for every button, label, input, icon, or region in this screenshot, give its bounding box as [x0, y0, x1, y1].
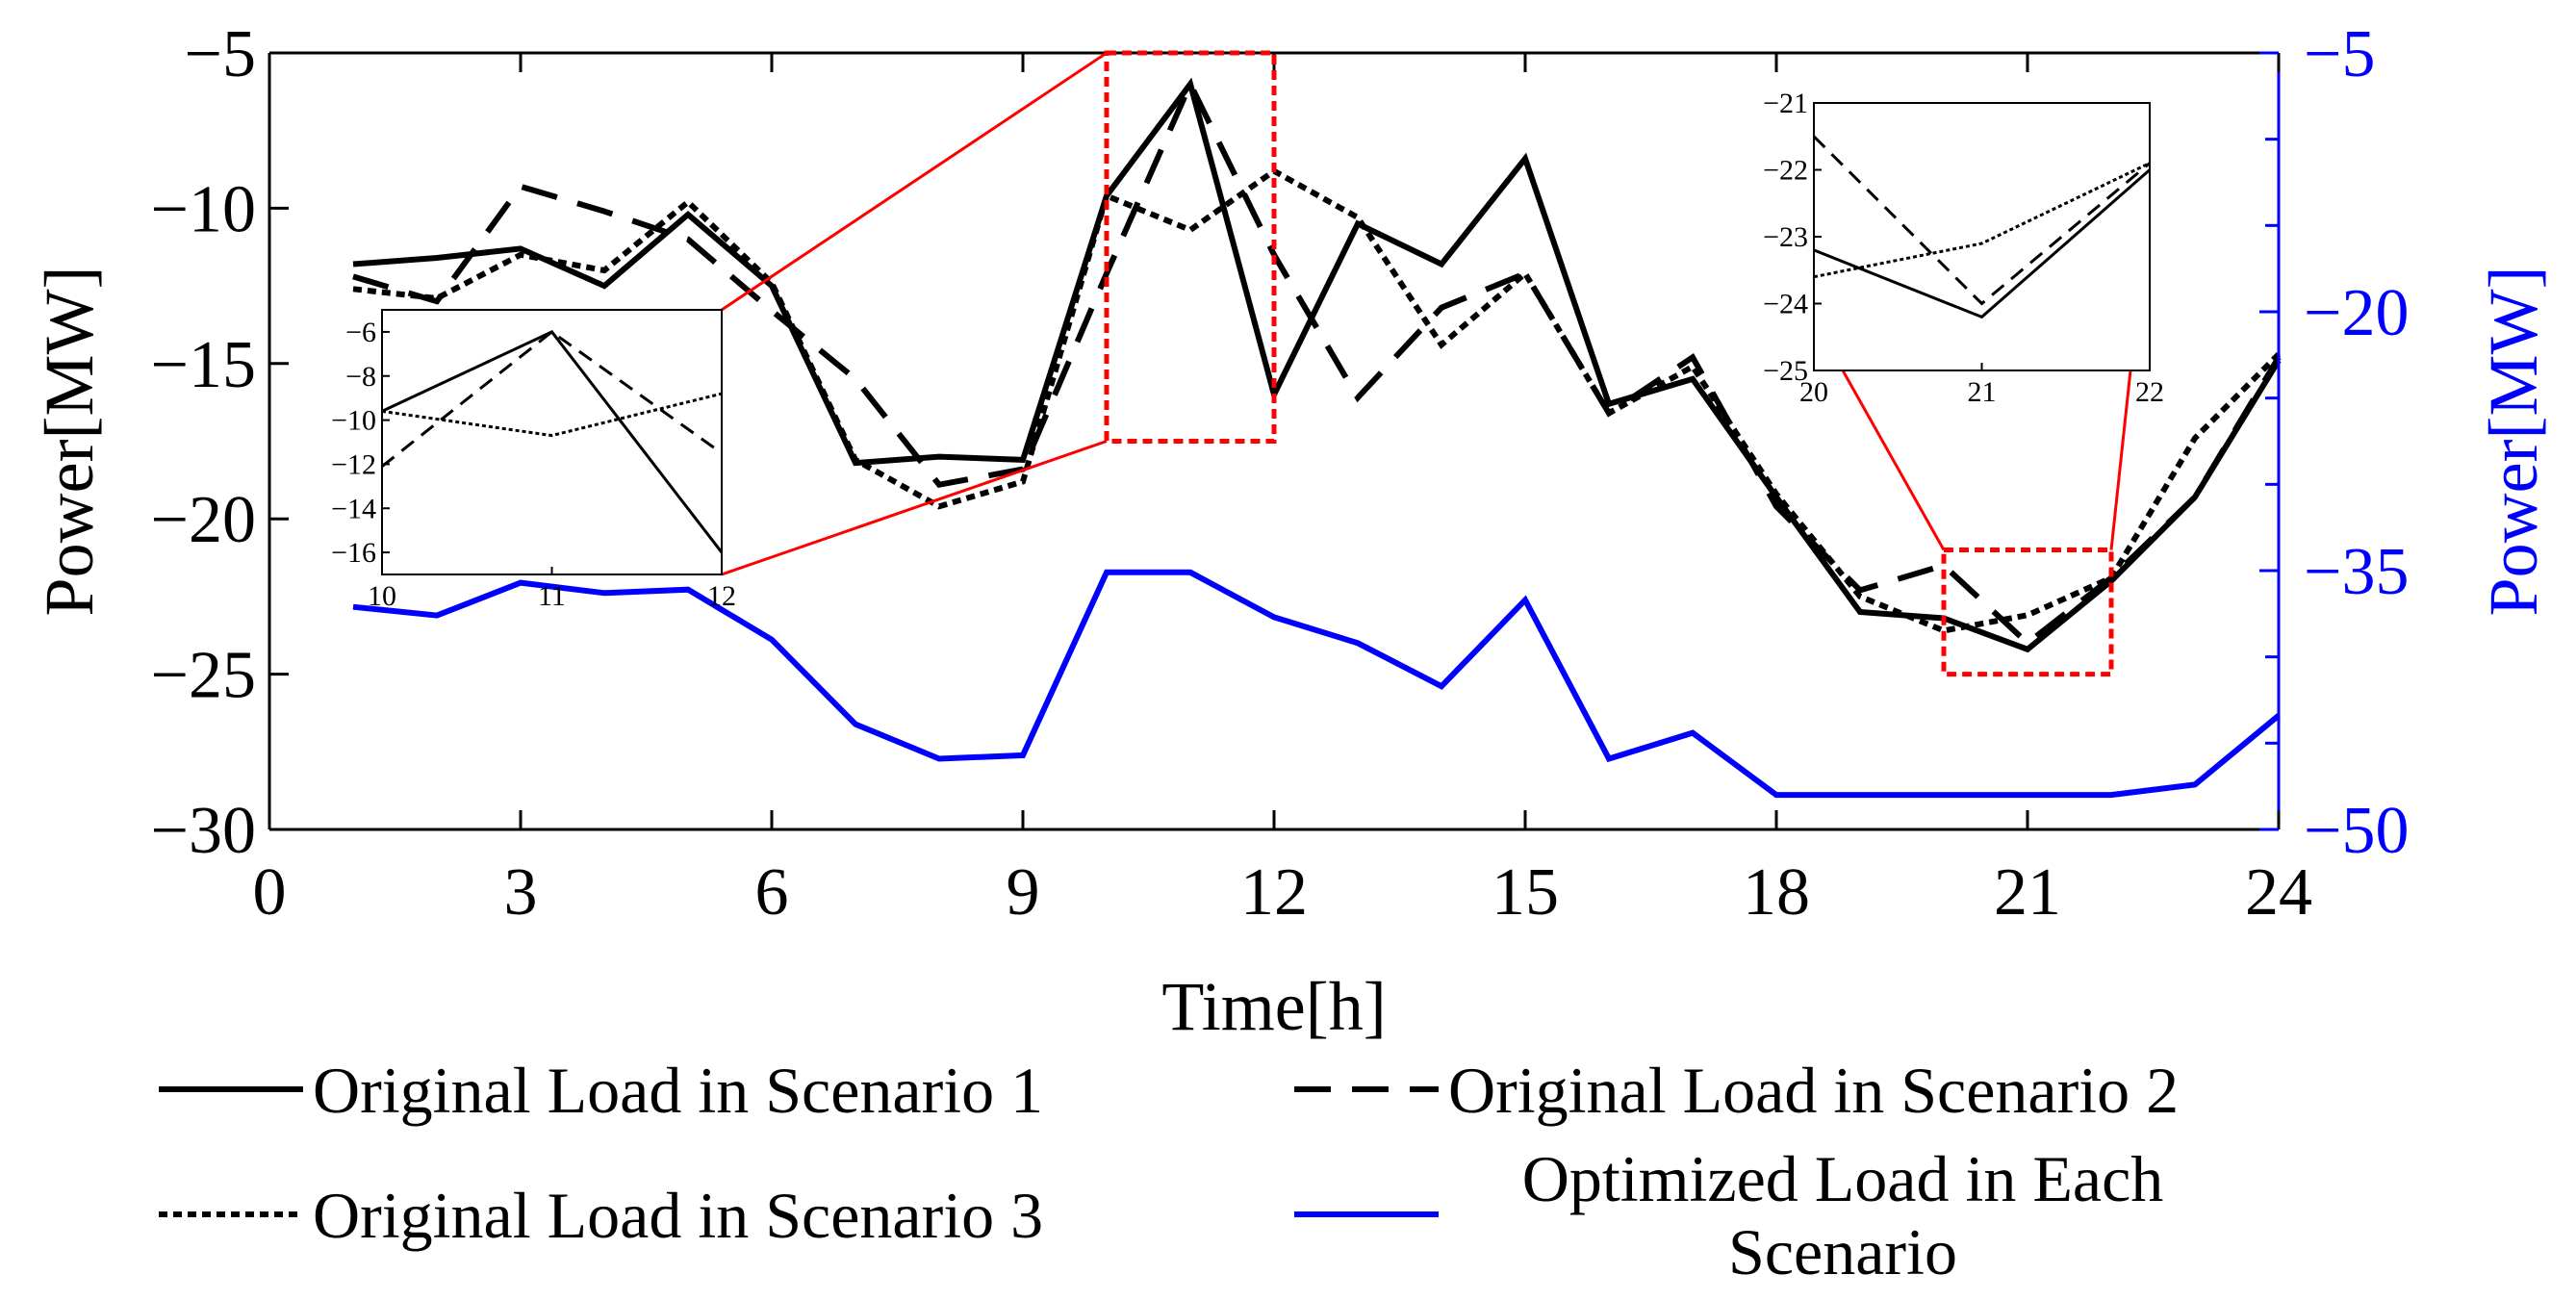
- x-tick-label: 21: [1994, 855, 2061, 930]
- legend-label-3: Original Load in Scenario 3: [313, 1179, 1043, 1252]
- y-left-tick-label: −10: [151, 172, 256, 246]
- zoom-connector: [1841, 370, 1946, 551]
- inset-series-line-3: [381, 392, 723, 438]
- inset-y-tick-label: −24: [1763, 289, 1808, 320]
- legend-label-4-line2: Scenario: [1728, 1215, 1957, 1288]
- inset-2: 20 21 22 −21 −22 −23 −24 −25: [1763, 88, 2164, 408]
- x-tick-label: 12: [1240, 855, 1308, 930]
- zoom-connector: [2109, 370, 2132, 550]
- y-right-tick-label: −35: [2304, 535, 2409, 609]
- inset-series-line-1: [1813, 168, 2151, 319]
- x-tick-label: 18: [1743, 855, 1810, 930]
- x-axis-label: Time[h]: [1161, 968, 1386, 1045]
- y-right-axis-label: Power[MW]: [2475, 267, 2552, 617]
- x-tick-label: 0: [253, 855, 287, 930]
- y-left-tick-label: −20: [151, 483, 256, 557]
- inset-series-line-3: [1813, 162, 2151, 279]
- inset-y-tick-label: −16: [331, 537, 376, 569]
- inset-y-tick-label: −22: [1763, 155, 1808, 187]
- zoom-connector: [721, 440, 1108, 576]
- y-left-tick-label: −25: [151, 639, 256, 713]
- inset-y-tick-label: −12: [331, 448, 376, 480]
- x-tick-label: 3: [504, 855, 538, 930]
- inset-y-tick-label: −21: [1763, 88, 1808, 119]
- y-right-tick-label: −5: [2304, 17, 2375, 91]
- inset-y-tick-label: −8: [345, 361, 376, 393]
- y-left-tick-label: −15: [151, 328, 256, 402]
- legend-label-2: Original Load in Scenario 2: [1448, 1054, 2179, 1127]
- y-right-tick-label: −20: [2304, 276, 2409, 350]
- inset-y-tick-label: −23: [1763, 221, 1808, 253]
- inset-y-tick-label: −14: [331, 493, 376, 524]
- inset-series-line-1: [381, 330, 724, 554]
- inset-x-tick-label: 21: [1968, 376, 1997, 408]
- inset-x-tick-label: 22: [2135, 376, 2164, 408]
- x-tick-label: 15: [1492, 855, 1559, 930]
- main-plot: 0 3 6 9 12 15 18 21 24 −5 −10 −15 −20 −25 −30 −50 −35 −20…: [31, 17, 2552, 1045]
- inset-x-tick-label: 10: [368, 580, 396, 612]
- x-tick-label: 9: [1007, 855, 1040, 930]
- inset-frame: [381, 309, 723, 575]
- series-line-3: [352, 167, 2282, 634]
- zoom-region-2: [1941, 547, 2114, 677]
- inset-y-tick-label: −10: [331, 405, 376, 437]
- y-left-tick-label: −30: [151, 794, 256, 868]
- inset-series-line-2: [381, 330, 723, 468]
- zoom-region-1: [1104, 50, 1277, 444]
- inset-x-tick-label: 12: [707, 580, 736, 612]
- inset-plots: 10 11 12 −6 −8 −10 −12 −14 −16 20 21 22 −21 −22 −23 −24…: [331, 88, 2164, 612]
- x-tick-label: 6: [755, 855, 789, 930]
- y-left-axis-label: Power[MW]: [31, 267, 108, 617]
- series-line-1: [352, 77, 2282, 653]
- zoom-connector: [721, 51, 1108, 312]
- series-line-4: [352, 569, 2281, 799]
- inset-1: 10 11 12 −6 −8 −10 −12 −14 −16: [331, 309, 736, 612]
- inset-frame: [1813, 102, 2151, 371]
- inset-y-tick-label: −25: [1763, 355, 1808, 387]
- legend-label-4: Optimized Load in Each: [1522, 1142, 2164, 1215]
- inset-x-tick-label: 20: [1799, 376, 1828, 408]
- y-left-tick-label: −5: [185, 17, 256, 91]
- zoom-indicators: [721, 50, 2132, 677]
- inset-y-tick-label: −6: [345, 317, 376, 348]
- inset-series-line-2: [1812, 135, 2151, 306]
- legend: Original Load in Scenario 1 Original Load…: [159, 1054, 2179, 1288]
- inset-x-tick-label: 11: [538, 580, 566, 612]
- legend-label-1: Original Load in Scenario 1: [313, 1054, 1043, 1127]
- y-right-tick-label: −50: [2304, 794, 2409, 868]
- series-line-2: [352, 77, 2282, 648]
- x-tick-label: 24: [2245, 855, 2312, 930]
